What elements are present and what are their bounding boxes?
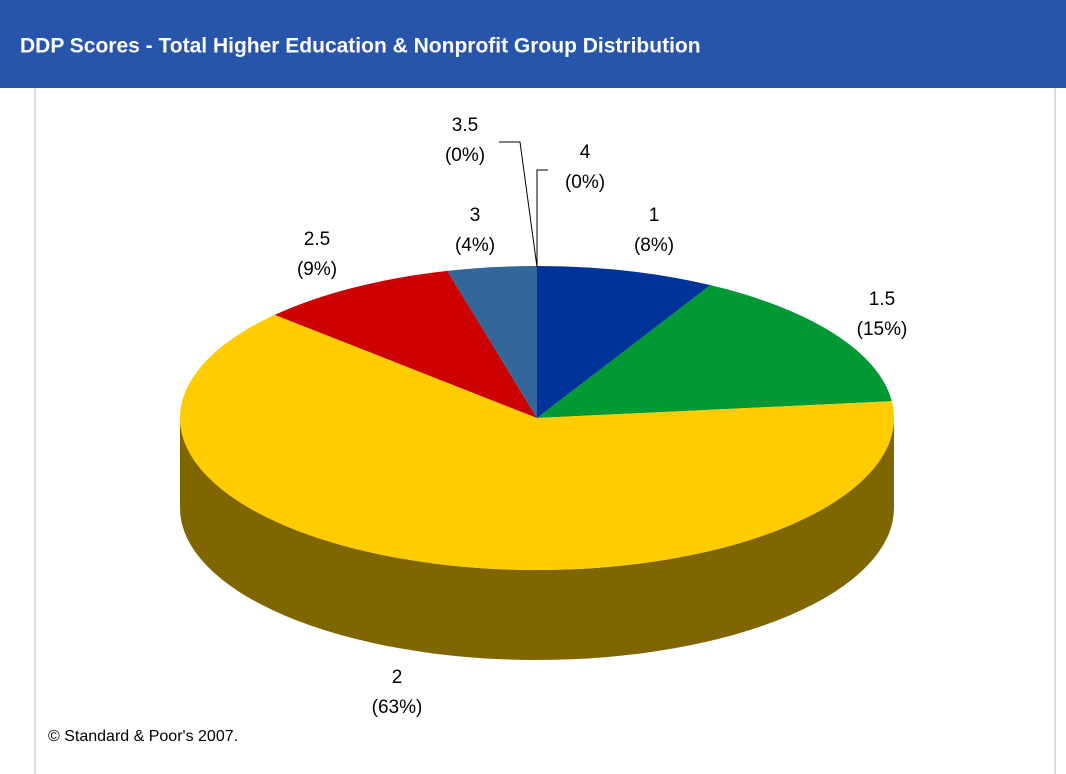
slice-value-label: (8%) — [634, 235, 674, 256]
slice-value-label: (0%) — [565, 172, 605, 193]
slice — [537, 285, 892, 418]
slice-category: 2 — [392, 667, 403, 688]
slice-category: 2.5 — [304, 229, 330, 250]
header-bar — [0, 0, 1066, 88]
chart-title: DDP Scores - Total Higher Education & No… — [20, 35, 701, 58]
footer: © Standard & Poor's 2007. — [48, 728, 238, 745]
slice — [447, 266, 537, 418]
leader-line — [536, 169, 548, 267]
slice-value-label: (15%) — [857, 319, 908, 340]
slice — [179, 314, 894, 570]
slice-category: 1 — [649, 205, 660, 226]
slice-category: 3.5 — [452, 115, 478, 136]
slice-side — [180, 418, 894, 660]
slice-category: 1.5 — [869, 289, 895, 310]
slice-value-label: (4%) — [455, 235, 495, 256]
slice-category: 4 — [580, 142, 591, 163]
slice-value-label: (9%) — [297, 259, 337, 280]
pie-tops — [179, 266, 894, 570]
slice — [537, 266, 711, 418]
slice-category: 3 — [470, 205, 481, 226]
leader-line — [499, 141, 538, 268]
slice — [274, 270, 537, 418]
slice-value-label: (63%) — [372, 697, 423, 718]
slice-value-label: (0%) — [445, 145, 485, 166]
pie-sides — [180, 418, 894, 660]
